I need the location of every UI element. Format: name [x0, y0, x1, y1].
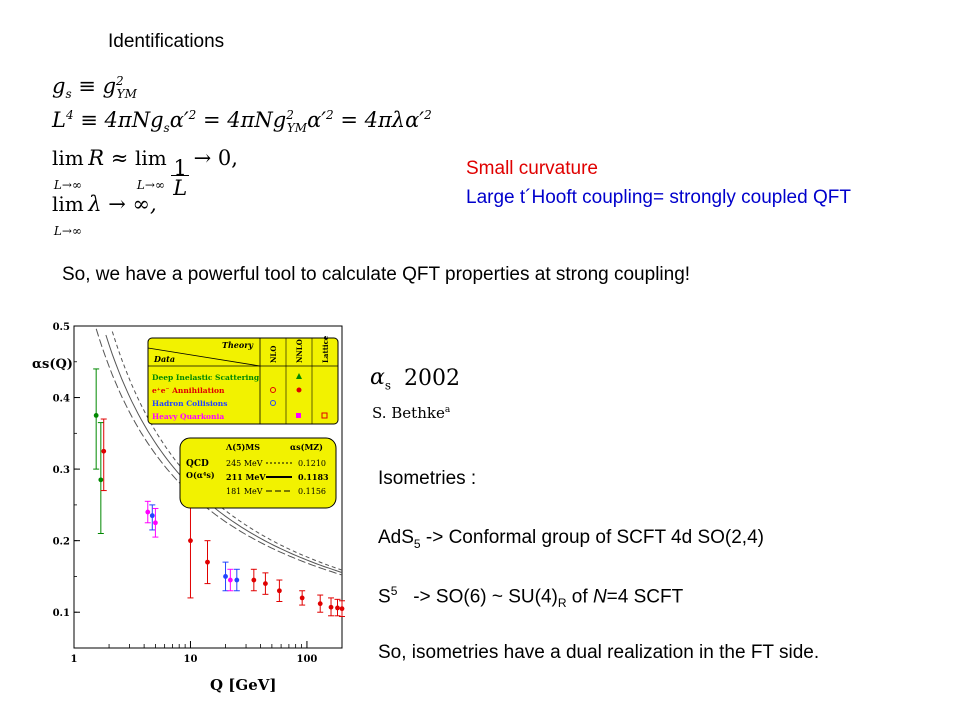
- legend-box: [147, 337, 339, 425]
- legend-marker-ee-nlo: [270, 387, 276, 393]
- legend-col-nnlo: NNLO: [295, 339, 304, 363]
- qcd-box-frame: [179, 437, 337, 509]
- x-tick-label: 1: [71, 654, 78, 665]
- legend-marker-quarkonia-nnlo: [296, 413, 301, 418]
- isometries-title: Isometries :: [378, 468, 477, 489]
- dual-realization-text: So, isometries have a dual realization i…: [378, 642, 820, 663]
- data-point: [223, 574, 228, 579]
- qcd-row-lambda: 211 MeV: [226, 472, 266, 482]
- legend-marker-ee-nnlo: [296, 387, 302, 393]
- ref-year: 2002: [404, 366, 460, 391]
- y-tick-label: 0.3: [53, 465, 70, 476]
- ref-author: S. Bethkea: [372, 404, 451, 422]
- qcd-row-alpha: 0.1183: [298, 472, 329, 482]
- legend-marker-dis-nnlo: [296, 373, 302, 379]
- x-axis-label: Q [GeV]: [210, 676, 276, 694]
- y-tick-label: 0.4: [53, 394, 70, 405]
- legend-row-ee: e⁺e⁻ Annihilation: [152, 386, 225, 395]
- x-tick-label: 10: [184, 654, 198, 665]
- data-point: [188, 538, 193, 544]
- data-point: [263, 581, 268, 586]
- y-ticks: 0.1 0.2 0.3 0.4 0.5: [53, 322, 80, 619]
- summary-text: So, we have a powerful tool to calculate…: [62, 264, 691, 285]
- data-point: [251, 577, 257, 583]
- data-point: [227, 577, 233, 583]
- equations-block: gs ≡ g2YM L4 ≡ 4πNgsα′2 = 4πNg2YMα′2 = 4…: [52, 74, 452, 238]
- data-point: [101, 448, 107, 454]
- qcd-row-alpha: 0.1210: [298, 459, 326, 468]
- plot-frame: [73, 325, 343, 649]
- data-point: [145, 509, 151, 515]
- qcd-col-lambda: Λ(5)MS: [225, 442, 260, 452]
- data-point: [98, 477, 104, 483]
- legend-row-hadron: Hadron Collisions: [152, 399, 227, 408]
- y-tick-label: 0.1: [53, 608, 70, 619]
- equation-L4: L4 ≡ 4πNgsα′2 = 4πNg2YMα′2 = 4πλα′2: [52, 108, 432, 136]
- data-point: [317, 601, 323, 607]
- legend-header-diagonal: [147, 347, 261, 367]
- qcd-order-label: O(α⁴s): [186, 470, 215, 480]
- equation-limit-lambda: lim L→∞ λ → ∞,: [52, 192, 157, 238]
- data-point: [328, 604, 334, 610]
- data-points: [93, 368, 345, 618]
- s5-line: S5 -> SO(6) ~ SU(4)R of N=4 SCFT: [378, 584, 684, 611]
- legend-marker-quarkonia-lattice: [321, 412, 328, 419]
- theory-curve: [95, 328, 343, 576]
- legend-marker-hadron-nlo: [270, 400, 276, 406]
- strong-coupling-text: Large t´Hooft coupling= strongly coupled…: [466, 187, 851, 208]
- data-point: [299, 595, 305, 601]
- data-point: [234, 577, 240, 583]
- data-point: [93, 413, 99, 418]
- qcd-col-alpha: αs(MZ): [290, 442, 323, 452]
- equation-gs: gs ≡ g2YM: [52, 74, 137, 102]
- legend-row-quarkonia: Heavy Quarkonia: [152, 412, 224, 421]
- x-tick-label: 100: [297, 654, 318, 665]
- data-point: [153, 520, 158, 526]
- legend-col-nlo: NLO: [269, 346, 278, 363]
- y-tick-label: 0.2: [53, 537, 70, 548]
- legend-header-theory: Theory: [222, 340, 254, 350]
- ref-alpha-symbol: αs: [370, 365, 392, 393]
- qcd-row-lambda: 181 MeV: [226, 487, 263, 496]
- legend-table: Data Theory NLO NNLO Lattice Deep Inelas…: [147, 335, 339, 425]
- legend-header-data: Data: [153, 354, 175, 364]
- small-curvature-text: Small curvature: [466, 158, 598, 179]
- data-point: [149, 513, 155, 519]
- y-tick-label: 0.5: [53, 322, 70, 333]
- theory-curve: [105, 334, 343, 574]
- slide-title: Identifications: [108, 31, 225, 52]
- legend-col-lattice: Lattice: [321, 335, 330, 363]
- data-point: [276, 588, 282, 594]
- data-point: [205, 559, 210, 565]
- qcd-row-lambda: 245 MeV: [226, 459, 263, 468]
- legend-row-dis: Deep Inelastic Scattering: [152, 373, 260, 382]
- qcd-row-alpha: 0.1156: [298, 487, 326, 496]
- qcd-label: QCD: [186, 459, 209, 469]
- data-point: [335, 605, 340, 611]
- ads-line: AdS5 -> Conformal group of SCFT 4d SO(2,…: [378, 527, 764, 551]
- data-point: [339, 606, 345, 612]
- alpha-s-chart: 0.1 0.2 0.3 0.4 0.5 1 10 100 αs(Q) Q [GeV] Dat…: [30, 318, 346, 706]
- y-axis-label: αs(Q): [32, 357, 73, 372]
- qcd-box: QCD O(α⁴s) Λ(5)MS αs(MZ) 245 MeV 0.1210 …: [179, 437, 337, 509]
- x-ticks: 1 10 100: [71, 641, 343, 665]
